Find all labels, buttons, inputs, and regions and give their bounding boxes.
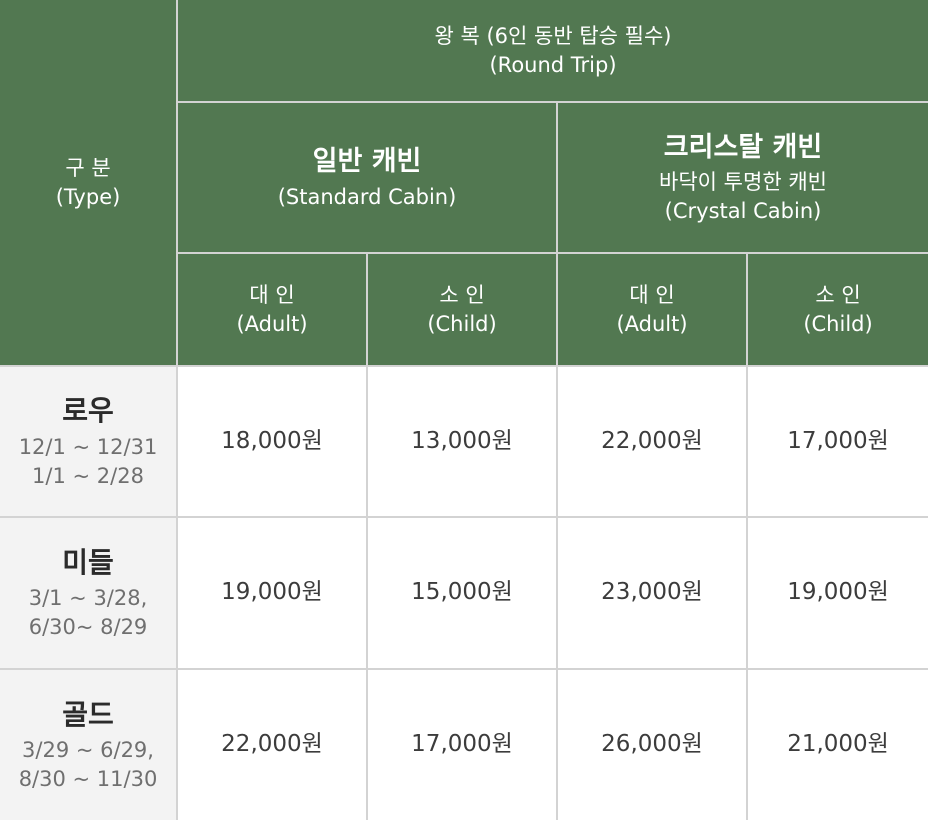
type-label-en: (Type) [55,184,121,209]
passenger-label-en: (Child) [803,311,873,336]
standard-cabin-subtitle: (Standard Cabin) [277,184,457,209]
season-dates: 8/30 ~ 11/30 [18,767,158,792]
standard-child-header: 소 인 (Child) [366,252,558,367]
season-dates: 3/1 ~ 3/28, [28,586,148,611]
crystal-child-header: 소 인 (Child) [745,252,928,367]
round-trip-header: 왕 복 (6인 동반 탑승 필수) (Round Trip) [175,0,928,103]
crystal-cabin-subtitle: (Crystal Cabin) [664,199,822,224]
season-cell-gold: 골드 3/29 ~ 6/29, 8/30 ~ 11/30 [0,668,178,820]
price-cell: 22,000원 [176,668,368,820]
price-cell: 18,000원 [176,365,368,518]
price-cell: 17,000원 [745,365,928,518]
season-name: 로우 [62,394,114,428]
table-row: 골드 3/29 ~ 6/29, 8/30 ~ 11/30 22,000원 17,… [0,668,928,820]
crystal-cabin-title: 크리스탈 캐빈 [663,131,823,163]
price-cell: 17,000원 [366,668,558,820]
crystal-adult-header: 대 인 (Adult) [556,252,748,367]
price-cell: 19,000원 [176,516,368,670]
passenger-label-ko: 대 인 [629,282,675,307]
passenger-label-en: (Adult) [236,311,308,336]
season-dates: 3/29 ~ 6/29, [22,738,154,763]
price-cell: 21,000원 [745,668,928,820]
round-trip-label-en: (Round Trip) [489,52,617,77]
season-name: 미들 [62,545,114,579]
round-trip-label-ko: 왕 복 (6인 동반 탑승 필수) [434,23,672,48]
type-header: 구 분 (Type) [0,0,178,367]
standard-cabin-header: 일반 캐빈 (Standard Cabin) [177,101,558,254]
passenger-label-en: (Child) [427,311,497,336]
passenger-label-ko: 소 인 [815,282,861,307]
type-label-ko: 구 분 [65,155,111,180]
passenger-label-ko: 소 인 [439,282,485,307]
season-dates: 12/1 ~ 12/31 [18,434,158,459]
passenger-label-ko: 대 인 [249,282,295,307]
price-cell: 22,000원 [556,365,748,518]
price-cell: 19,000원 [745,516,928,670]
season-dates: 6/30~ 8/29 [28,615,148,640]
standard-adult-header: 대 인 (Adult) [177,252,368,367]
passenger-label-en: (Adult) [616,311,688,336]
table-row: 로우 12/1 ~ 12/31 1/1 ~ 2/28 18,000원 13,00… [0,365,928,518]
season-dates: 1/1 ~ 2/28 [32,463,144,488]
price-cell: 23,000원 [556,516,748,670]
season-name: 골드 [62,697,114,731]
table-row: 미들 3/1 ~ 3/28, 6/30~ 8/29 19,000원 15,000… [0,516,928,670]
crystal-cabin-description: 바닥이 투명한 캐빈 [659,170,827,195]
crystal-cabin-header: 크리스탈 캐빈 바닥이 투명한 캐빈 (Crystal Cabin) [555,101,928,254]
standard-cabin-title: 일반 캐빈 [312,146,422,178]
season-cell-middle: 미들 3/1 ~ 3/28, 6/30~ 8/29 [0,516,178,670]
season-cell-low: 로우 12/1 ~ 12/31 1/1 ~ 2/28 [0,365,178,518]
price-cell: 15,000원 [366,516,558,670]
price-cell: 13,000원 [366,365,558,518]
price-cell: 26,000원 [556,668,748,820]
